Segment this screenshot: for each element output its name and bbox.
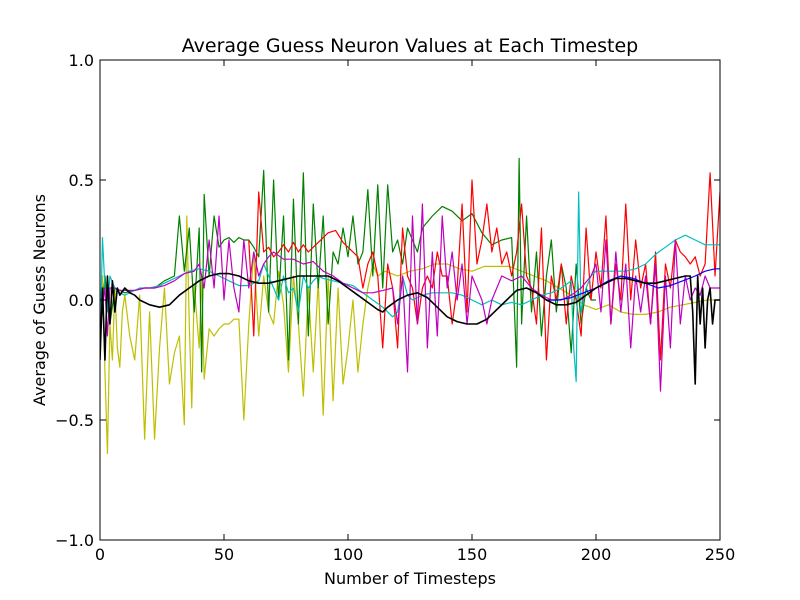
series-line-5 xyxy=(100,203,720,392)
y-tick-label: 1.0 xyxy=(69,51,94,70)
x-tick-label: 100 xyxy=(333,545,364,564)
x-tick-label: 50 xyxy=(214,545,234,564)
series-layer xyxy=(100,157,720,455)
x-tick-label: 0 xyxy=(95,545,105,564)
series-line-3 xyxy=(248,172,720,361)
series-line-7 xyxy=(100,272,720,385)
series-line-6 xyxy=(546,268,720,301)
plot-frame xyxy=(99,59,721,541)
x-tick-label: 150 xyxy=(457,545,488,564)
chart-title: Average Guess Neuron Values at Each Time… xyxy=(182,35,638,57)
y-axis-label: Average of Guess Neurons xyxy=(30,194,49,406)
x-axis-label: Number of Timesteps xyxy=(324,569,496,588)
x-tick-label: 200 xyxy=(581,545,612,564)
series-line-2 xyxy=(100,157,596,373)
x-tick-label: 250 xyxy=(705,545,736,564)
y-tick-label: −1.0 xyxy=(55,531,94,550)
y-tick-label: 0.0 xyxy=(69,291,94,310)
y-tick-label: −0.5 xyxy=(55,411,94,430)
ticks-layer: 0 50 100 150 200 250 −1.0 −0.5 0.0 0.5 1.0 xyxy=(55,51,735,564)
y-tick-label: 0.5 xyxy=(69,171,94,190)
